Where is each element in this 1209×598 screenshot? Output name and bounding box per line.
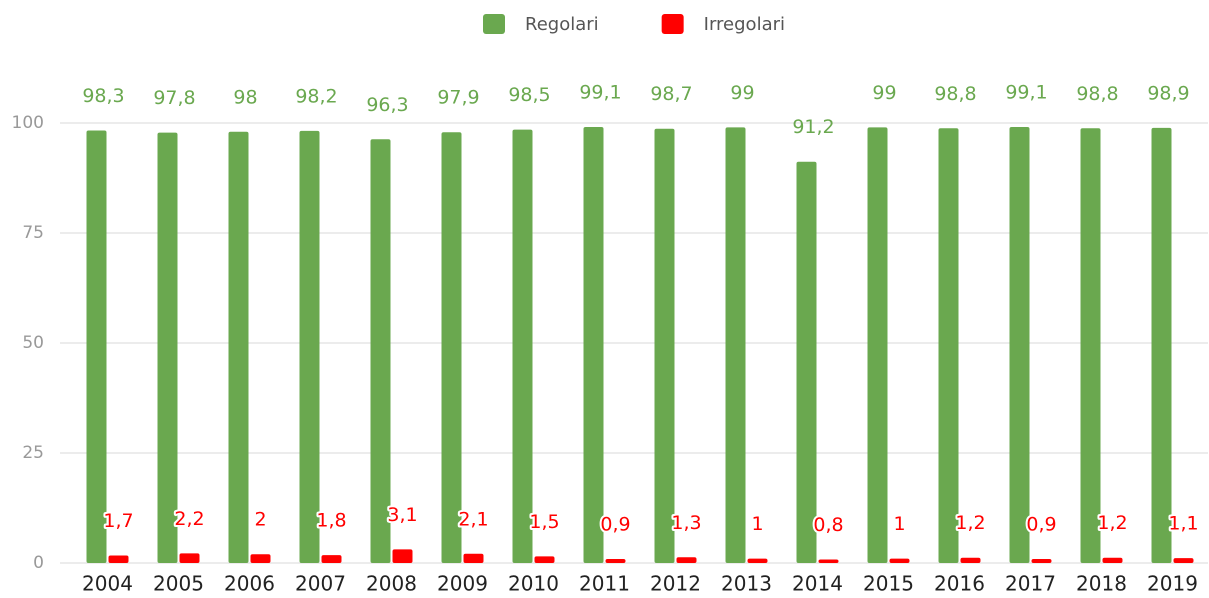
bar	[299, 130, 320, 564]
x-tick-label: 2008	[366, 572, 417, 596]
data-label: 0,9	[1026, 514, 1056, 536]
bar	[1102, 557, 1123, 563]
bar	[818, 559, 839, 563]
data-label: 99,1	[579, 81, 621, 103]
x-tick-label: 2005	[153, 572, 204, 596]
data-label: 98,8	[1076, 83, 1118, 105]
data-label: 1,2	[1097, 512, 1127, 534]
data-label: 98,2	[295, 85, 337, 107]
bar	[321, 555, 342, 563]
bar	[867, 127, 888, 564]
bar	[938, 128, 959, 563]
data-label: 91,2	[792, 116, 834, 138]
x-tick-label: 2006	[224, 572, 275, 596]
legend-swatch	[661, 14, 684, 34]
data-label: 99	[730, 82, 754, 104]
bar	[747, 558, 768, 563]
y-tick-label: 100	[12, 113, 44, 133]
y-tick-label: 25	[22, 443, 44, 463]
x-tick-label: 2015	[863, 572, 914, 596]
bar	[725, 127, 746, 564]
data-label: 1	[893, 513, 905, 535]
bar	[796, 161, 817, 563]
data-label: 98,9	[1147, 82, 1189, 104]
data-label: 2,2	[174, 508, 204, 530]
data-label: 98,3	[82, 85, 124, 107]
bar	[1009, 126, 1030, 564]
x-tick-label: 2004	[82, 572, 133, 596]
bar	[512, 129, 533, 563]
data-label: 97,8	[153, 87, 195, 109]
x-tick-label: 2014	[792, 572, 843, 596]
bar	[654, 128, 675, 563]
data-label: 2	[254, 509, 266, 531]
data-label: 1,7	[103, 510, 133, 532]
data-label: 1,8	[316, 510, 346, 532]
data-label: 98,7	[650, 83, 692, 105]
bar	[1151, 127, 1172, 563]
x-tick-label: 2016	[934, 572, 985, 596]
data-label: 98	[233, 86, 257, 108]
data-label: 1,5	[529, 511, 559, 533]
data-label: 99	[872, 82, 896, 104]
x-tick-label: 2018	[1076, 572, 1127, 596]
bar	[157, 132, 178, 563]
bar	[1080, 128, 1101, 563]
data-label: 0,9	[600, 514, 630, 536]
bar	[583, 126, 604, 564]
bar	[108, 555, 129, 563]
y-tick-label: 75	[22, 223, 44, 243]
bar	[605, 559, 626, 563]
y-tick-label: 0	[33, 553, 44, 573]
x-tick-label: 2011	[579, 572, 630, 596]
data-label: 1	[751, 513, 763, 535]
data-label: 98,5	[508, 84, 550, 106]
bar	[228, 131, 249, 564]
bar	[534, 556, 555, 563]
x-tick-label: 2017	[1005, 572, 1056, 596]
x-tick-label: 2007	[295, 572, 346, 596]
data-label: 2,1	[458, 508, 488, 530]
data-label: 0,8	[813, 514, 843, 536]
data-label: 97,9	[437, 87, 479, 109]
x-tick-label: 2012	[650, 572, 701, 596]
data-label: 3,1	[387, 504, 417, 526]
x-tick-label: 2019	[1147, 572, 1198, 596]
bar	[250, 554, 271, 563]
bar	[392, 549, 413, 563]
data-label: 1,3	[671, 512, 701, 534]
data-label: 1,2	[955, 512, 985, 534]
bar	[676, 557, 697, 563]
bar	[1173, 558, 1194, 563]
bar	[179, 553, 200, 563]
legend-label: Irregolari	[704, 14, 785, 35]
data-label: 1,1	[1168, 513, 1198, 535]
legend-swatch	[483, 14, 505, 34]
data-label: 98,8	[934, 83, 976, 105]
bar	[463, 553, 484, 563]
x-tick-label: 2010	[508, 572, 559, 596]
bar	[370, 139, 391, 563]
bar	[960, 557, 981, 563]
y-tick-label: 50	[22, 333, 44, 353]
x-tick-label: 2013	[721, 572, 772, 596]
bar	[889, 558, 910, 563]
data-label: 99,1	[1005, 81, 1047, 103]
bar	[86, 130, 107, 564]
legend-label: Regolari	[525, 14, 599, 35]
x-tick-label: 2009	[437, 572, 488, 596]
bar	[1031, 559, 1052, 563]
data-label: 96,3	[366, 94, 408, 116]
bar	[441, 132, 462, 564]
